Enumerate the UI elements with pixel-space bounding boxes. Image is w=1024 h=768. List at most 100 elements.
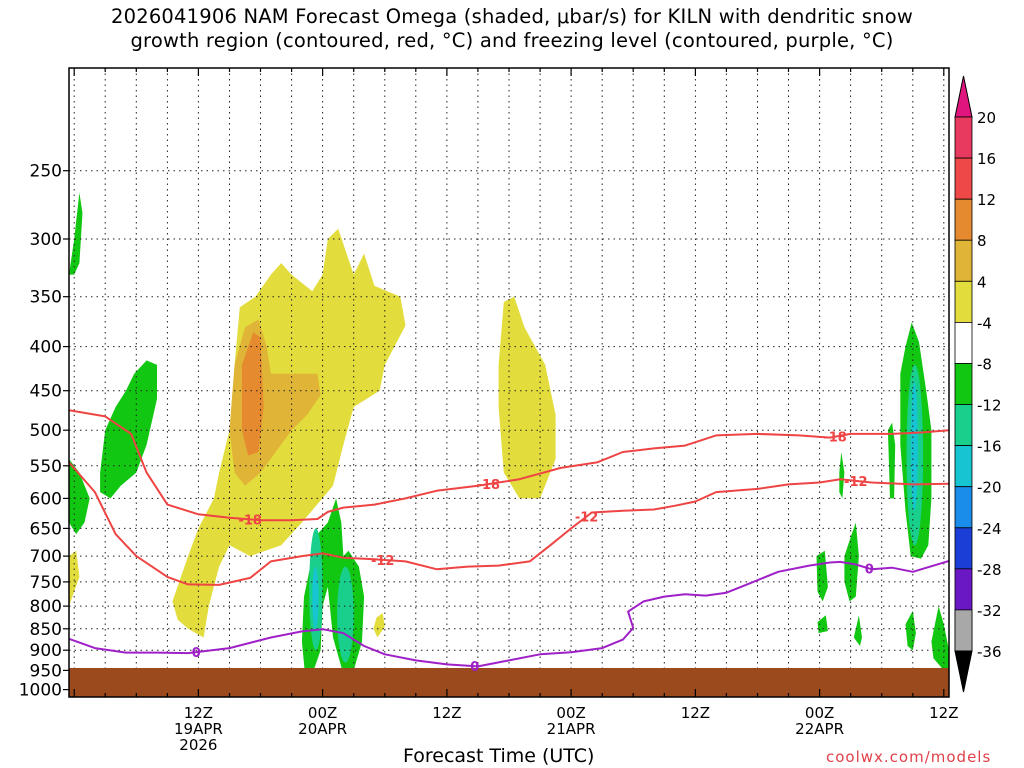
y-tick-label: 950: [30, 661, 62, 681]
contour-label: 0: [470, 660, 479, 675]
colorbar-label: -32: [977, 602, 1002, 620]
y-tick-label: 800: [30, 597, 62, 617]
x-tick-label: 20APR: [298, 720, 347, 738]
colorbar-label: -8: [977, 356, 992, 374]
colorbar-label: -28: [977, 561, 1002, 579]
colorbar-swatch: [954, 280, 973, 323]
x-tick-label: 21APR: [547, 720, 596, 738]
omega-shade-green: [817, 615, 828, 634]
contour-lines: -18 -18 -18 -12 -12 -12 0 0 0: [69, 409, 949, 675]
contour-label: -18: [477, 478, 501, 493]
chart-title: 2026041906 NAM Forecast Omega (shaded, μ…: [0, 5, 1024, 53]
x-tick-label: 12Z: [929, 704, 958, 722]
omega-shade-green: [931, 606, 949, 671]
omega-shade-green: [853, 615, 862, 646]
omega-shading: [69, 192, 949, 675]
omega-shade-cyan: [312, 566, 319, 629]
x-tick-label: 12Z: [432, 704, 461, 722]
y-tick-label: 450: [30, 382, 62, 402]
colorbar-swatch: [954, 116, 973, 159]
omega-shade-green: [69, 192, 83, 275]
colorbar-label: -20: [977, 479, 1002, 497]
colorbar-label: 20: [977, 109, 996, 127]
colorbar-label: 16: [977, 150, 996, 168]
grid-lines: [69, 68, 949, 697]
omega-shade-green: [69, 459, 90, 535]
omega-shade-yellow: [69, 550, 80, 607]
colorbar-swatch: [954, 239, 973, 282]
y-tick-label: 600: [30, 489, 62, 509]
contour-label: 0: [192, 646, 201, 661]
y-tick-label: 500: [30, 421, 62, 441]
y-tick-label: 1000: [19, 681, 62, 701]
x-tick-label: 22APR: [795, 720, 844, 738]
colorbar-label: 4: [977, 273, 987, 291]
omega-colorbar: 20 16 12 8 4 -4 -8 -12 -16 -20 -24 -28 -32 -36: [954, 75, 1002, 693]
omega-shade-green: [839, 452, 845, 499]
x-axis-title: Forecast Time (UTC): [403, 745, 595, 767]
x-tick-label: 00Z: [308, 704, 337, 722]
contour-line-0: [69, 559, 949, 668]
colorbar-swatch: [954, 157, 973, 200]
omega-shade-green: [844, 522, 859, 602]
colorbar-swatch: [954, 445, 973, 488]
colorbar-swatch: [954, 486, 973, 529]
y-tick-label: 650: [30, 519, 62, 539]
colorbar-label: -4: [977, 314, 992, 332]
colorbar-swatch: [954, 321, 973, 364]
omega-shade-cyan: [910, 382, 918, 511]
omega-shade-teal: [337, 566, 354, 663]
omega-shade-green: [887, 422, 896, 499]
colorbar-label: -24: [977, 520, 1002, 538]
contour-line-minus12: [69, 461, 949, 586]
contour-label: -12: [575, 511, 599, 526]
omega-shade-green: [100, 360, 157, 499]
colorbar-swatch: [954, 609, 973, 652]
colorbar-swatch: [954, 404, 973, 446]
colorbar-label: -12: [977, 397, 1002, 415]
colorbar-label: -16: [977, 438, 1002, 456]
y-tick-label: 700: [30, 547, 62, 567]
x-tick-label: 00Z: [556, 704, 585, 722]
y-tick-label: 750: [30, 573, 62, 593]
x-tick-label: 2026: [179, 736, 217, 754]
chart-title-line2: growth region (contoured, red, °C) and f…: [130, 29, 894, 52]
colorbar-label: 12: [977, 191, 996, 209]
y-tick-label: 350: [30, 288, 62, 308]
colorbar-label: 8: [977, 232, 987, 250]
colorbar-label: -36: [977, 643, 1002, 661]
x-tick-label: 12Z: [184, 704, 213, 722]
y-tick-label: 400: [30, 338, 62, 358]
contour-label: -18: [238, 513, 262, 528]
colorbar-swatch: [954, 198, 973, 241]
colorbar-extend-bottom: [954, 650, 973, 693]
ground-layer: [69, 668, 949, 697]
chart-title-line1: 2026041906 NAM Forecast Omega (shaded, μ…: [111, 5, 913, 28]
omega-shade-green: [816, 550, 828, 602]
y-tick-label: 550: [30, 457, 62, 477]
x-tick-label: 19APR: [174, 720, 223, 738]
contour-label: -18: [823, 431, 847, 446]
contour-label: -12: [844, 475, 868, 490]
x-tick-label: 00Z: [805, 704, 834, 722]
omega-shade-green: [905, 610, 916, 651]
y-tick-label: 850: [30, 620, 62, 640]
y-tick-label: 300: [30, 230, 62, 250]
contour-line-minus18: [69, 409, 949, 522]
colorbar-swatch: [954, 568, 973, 611]
omega-shade-yellow: [498, 296, 556, 499]
ground-surface: [69, 668, 949, 697]
colorbar-swatch: [954, 363, 973, 405]
colorbar-extend-top: [954, 75, 973, 118]
omega-shade-yellow: [373, 613, 385, 638]
credit-text: coolwx.com/models: [826, 748, 992, 766]
contour-label: 0: [865, 563, 874, 578]
y-tick-label: 250: [30, 162, 62, 182]
contour-label: -12: [371, 554, 395, 569]
y-tick-label: 900: [30, 641, 62, 661]
y-axis: 2503003504004505005506006507007508008509…: [19, 162, 69, 701]
colorbar-swatch: [954, 527, 973, 570]
omega-shade-orange: [241, 332, 264, 456]
